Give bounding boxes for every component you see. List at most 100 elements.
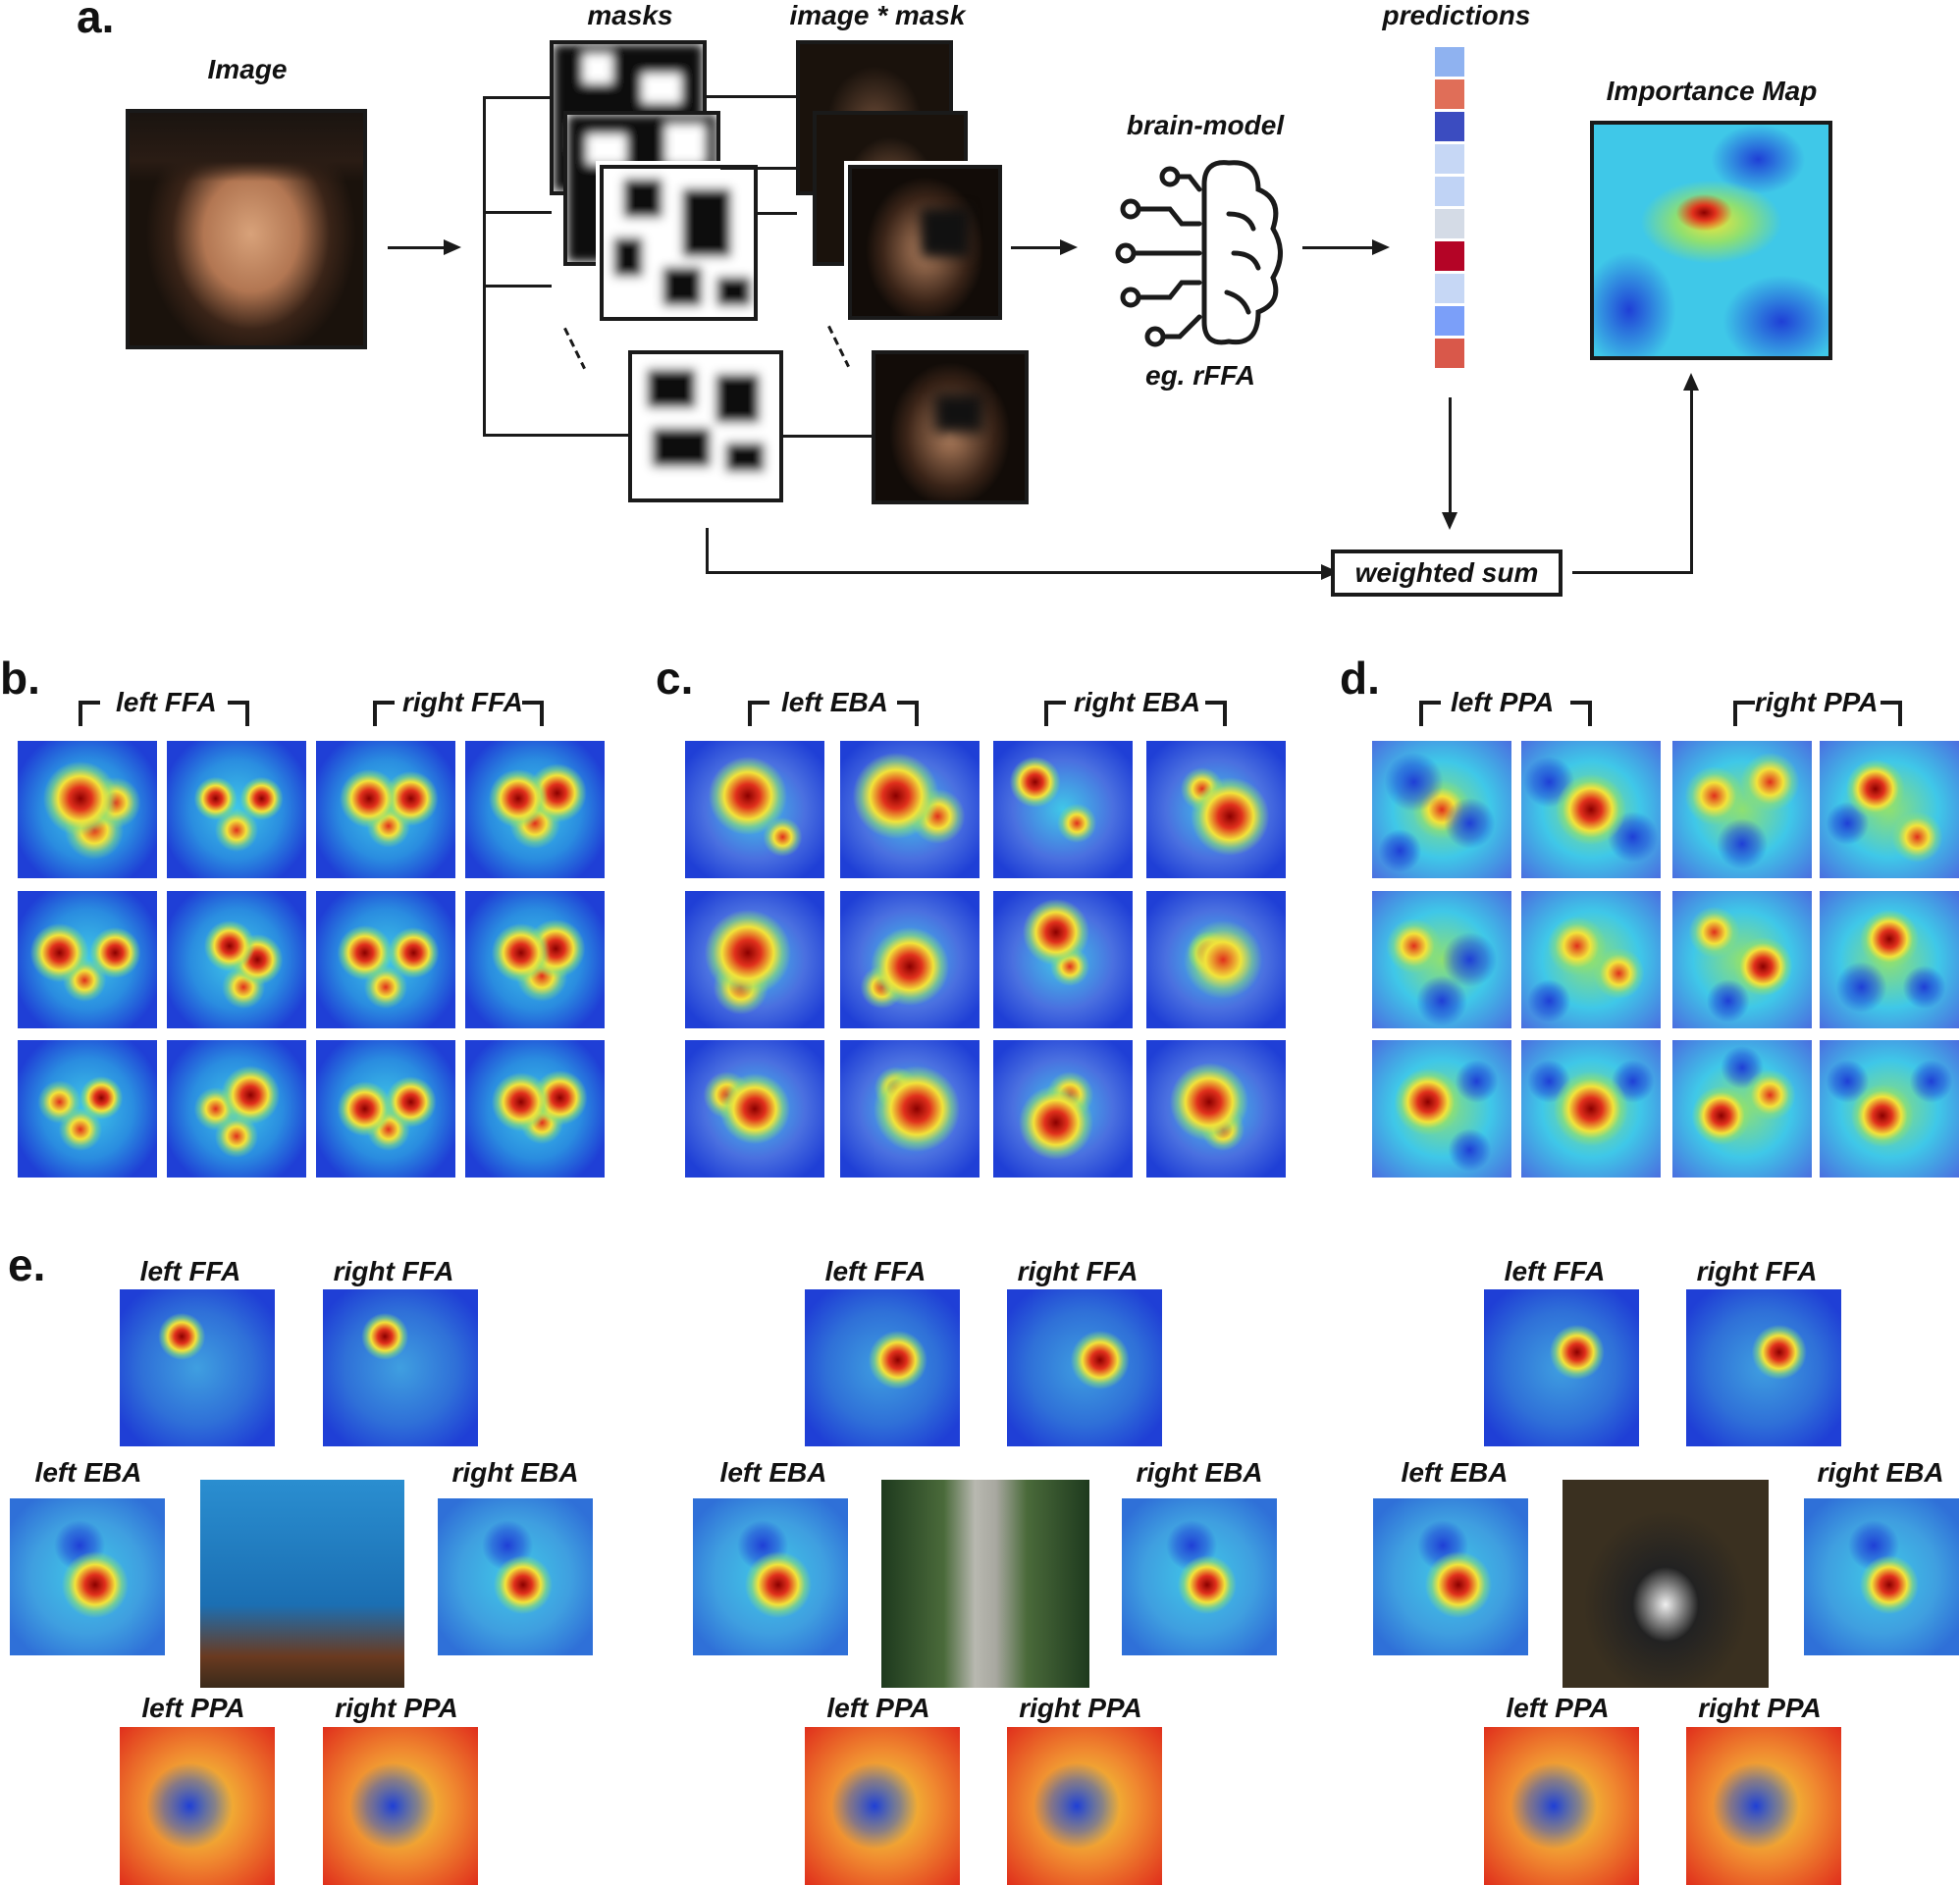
ffa-heatmap — [316, 1040, 455, 1178]
ppa-heatmap — [1820, 741, 1959, 878]
bracket — [1205, 701, 1227, 726]
ppa-heatmap — [1672, 891, 1812, 1028]
eba-heatmap — [840, 891, 980, 1028]
prediction-cell — [1435, 209, 1464, 238]
arrow-image-to-masks — [388, 246, 447, 249]
left-eba-heatmap — [10, 1498, 165, 1655]
ffa-heatmap — [18, 1040, 157, 1178]
eba-heatmap — [685, 891, 824, 1028]
prediction-cell — [1435, 79, 1464, 109]
eba-heatmap — [1146, 741, 1286, 878]
right-ppa-heatmap — [1007, 1727, 1162, 1885]
eba-heatmap — [993, 891, 1133, 1028]
image-label: Image — [207, 54, 288, 84]
left-ffa-heatmap — [805, 1289, 960, 1446]
left-ppa-label: left PPA — [826, 1693, 930, 1723]
right-ffa-heatmap — [1686, 1289, 1841, 1446]
prediction-cell — [1435, 47, 1464, 77]
ppa-heatmap — [1820, 891, 1959, 1028]
right-ppa-label: right PPA — [1755, 687, 1879, 717]
ppa-heatmap — [1672, 741, 1812, 878]
ffa-heatmap — [167, 891, 306, 1028]
eba-heatmap — [840, 741, 980, 878]
right-ffa-heatmap — [1007, 1289, 1162, 1446]
importance-map-label: Importance Map — [1606, 76, 1818, 106]
eba-heatmap — [685, 741, 824, 878]
prediction-cell — [1435, 241, 1464, 271]
mask-image — [600, 165, 758, 321]
arrow-to-brain — [1011, 246, 1062, 249]
left-eba-label: left EBA — [34, 1457, 142, 1488]
bracket — [1733, 701, 1755, 726]
arrowhead-icon — [1442, 512, 1457, 530]
eba-heatmap — [993, 741, 1133, 878]
right-ppa-heatmap — [323, 1727, 478, 1885]
arrowhead-icon — [1683, 373, 1699, 391]
original-photo — [200, 1480, 404, 1688]
ffa-heatmap — [465, 1040, 605, 1178]
right-eba-label: right EBA — [1074, 687, 1201, 717]
right-eba-label: right EBA — [1136, 1457, 1263, 1488]
bracket — [1044, 701, 1066, 726]
left-eba-heatmap — [693, 1498, 848, 1655]
predictions-label: predictions — [1382, 0, 1531, 30]
left-eba-label: left EBA — [781, 687, 888, 717]
prediction-cell — [1435, 306, 1464, 336]
ppa-heatmap — [1521, 891, 1661, 1028]
brain-model-icon — [1115, 160, 1283, 347]
panel-b-letter: b. — [0, 653, 40, 704]
right-ppa-label: right PPA — [335, 1693, 458, 1723]
ppa-heatmap — [1372, 741, 1511, 878]
masked-image — [872, 350, 1029, 504]
weighted-sum-to-map-line — [1572, 571, 1692, 574]
arrowhead-icon — [1060, 239, 1078, 255]
bracket — [1419, 701, 1441, 726]
eba-heatmap — [993, 1040, 1133, 1178]
left-ppa-label: left PPA — [141, 1693, 245, 1723]
ppa-heatmap — [1521, 1040, 1661, 1178]
mask-image — [628, 350, 783, 502]
prediction-cell — [1435, 274, 1464, 303]
ffa-heatmap — [18, 741, 157, 878]
ffa-heatmap — [465, 741, 605, 878]
ffa-heatmap — [167, 741, 306, 878]
bracket — [897, 701, 919, 726]
right-eba-heatmap — [438, 1498, 593, 1655]
prediction-cell — [1435, 339, 1464, 368]
prediction-cell — [1435, 177, 1464, 206]
ellipsis-dash — [827, 325, 850, 368]
right-eba-label: right EBA — [451, 1457, 579, 1488]
arrowhead-icon — [444, 239, 461, 255]
predictions-column — [1435, 47, 1464, 371]
input-face-image — [126, 109, 367, 349]
ppa-heatmap — [1521, 741, 1661, 878]
brain-example-label: eg. rFFA — [1144, 360, 1256, 391]
ppa-heatmap — [1820, 1040, 1959, 1178]
bracket — [522, 701, 544, 726]
weighted-sum-to-map-line — [1690, 388, 1693, 574]
panel-d-letter: d. — [1340, 653, 1380, 704]
brain-model-label: brain-model — [1126, 110, 1285, 140]
mask-tree-branch — [483, 434, 628, 437]
ppa-heatmap — [1372, 891, 1511, 1028]
left-eba-label: left EBA — [1401, 1457, 1509, 1488]
mask-tree-branch — [483, 211, 552, 214]
left-ppa-label: left PPA — [1451, 687, 1555, 717]
right-ffa-label: right FFA — [402, 687, 523, 717]
right-ffa-label: right FFA — [333, 1256, 454, 1286]
original-photo — [1563, 1480, 1769, 1688]
ffa-heatmap — [316, 741, 455, 878]
right-ffa-label: right FFA — [1017, 1256, 1139, 1286]
right-eba-label: right EBA — [1817, 1457, 1944, 1488]
prediction-cell — [1435, 112, 1464, 141]
eba-heatmap — [840, 1040, 980, 1178]
bracket — [748, 701, 769, 726]
left-ppa-heatmap — [120, 1727, 275, 1885]
importance-map-image — [1590, 121, 1832, 360]
right-ffa-heatmap — [323, 1289, 478, 1446]
image-mask-label: image * mask — [789, 0, 966, 30]
left-ffa-label: left FFA — [139, 1256, 241, 1286]
masked-image — [848, 165, 1002, 320]
right-ffa-label: right FFA — [1696, 1256, 1818, 1286]
mask-tree-branch — [483, 96, 552, 99]
